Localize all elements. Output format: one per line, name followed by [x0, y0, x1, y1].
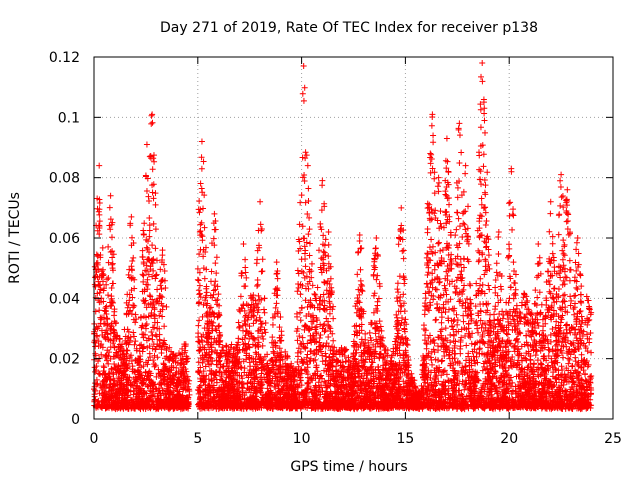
x-axis-label: GPS time / hours: [290, 459, 407, 475]
data-point: [481, 117, 488, 124]
chart-title: Day 271 of 2019, Rate Of TEC Index for r…: [160, 20, 538, 36]
data-point: [429, 270, 436, 277]
data-point: [511, 268, 518, 275]
data-point: [213, 270, 220, 277]
data-point: [472, 303, 479, 310]
data-point: [232, 376, 239, 383]
data-point: [275, 382, 282, 389]
data-point: [202, 297, 209, 304]
data-point: [507, 340, 514, 347]
data-point: [140, 363, 147, 370]
data-point: [355, 286, 362, 293]
data-point: [559, 247, 566, 254]
data-point: [96, 211, 103, 218]
data-point: [195, 277, 202, 284]
data-point: [429, 165, 436, 172]
data-point: [196, 251, 203, 258]
data-point: [371, 290, 378, 297]
data-points: [91, 60, 595, 413]
data-point: [216, 322, 223, 329]
data-point: [456, 160, 463, 167]
data-point: [214, 283, 221, 290]
data-point: [393, 295, 400, 302]
data-point: [477, 124, 484, 131]
data-point: [276, 345, 283, 352]
data-point: [103, 357, 110, 364]
data-point: [146, 214, 153, 221]
data-point: [152, 275, 159, 282]
data-point: [149, 119, 156, 126]
data-point: [428, 122, 435, 129]
data-point: [258, 370, 265, 377]
data-point: [96, 307, 103, 314]
data-point: [318, 207, 325, 214]
data-point: [125, 271, 132, 278]
data-point: [272, 304, 279, 311]
data-point: [273, 300, 280, 307]
y-axis-label: ROTI / TECUs: [7, 192, 23, 284]
data-point: [447, 261, 454, 268]
data-point: [259, 342, 266, 349]
data-point: [243, 274, 250, 281]
data-point: [565, 360, 572, 367]
data-point: [105, 360, 112, 367]
data-point: [306, 214, 313, 221]
data-point: [575, 250, 582, 257]
data-point: [110, 251, 117, 258]
data-point: [570, 379, 577, 386]
data-point: [269, 334, 276, 341]
data-point: [462, 226, 469, 233]
data-point: [362, 330, 369, 337]
data-point: [97, 286, 104, 293]
data-point: [506, 200, 513, 207]
